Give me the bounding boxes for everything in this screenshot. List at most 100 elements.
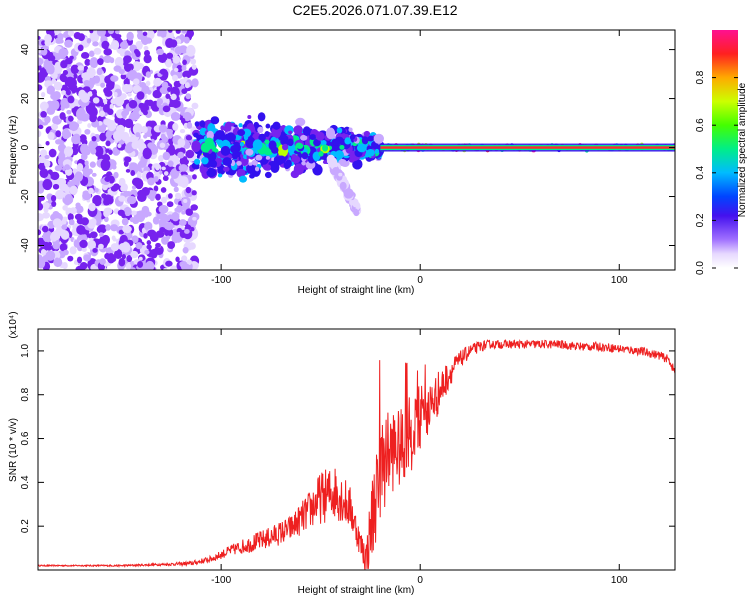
spectrogram-cell [173, 80, 180, 88]
spectrogram-cell [118, 195, 126, 202]
spectrogram-cell [105, 140, 111, 147]
spectrogram-cell [38, 35, 41, 40]
spectrogram-cell [62, 262, 68, 270]
spectrogram-cell [192, 216, 197, 221]
spectrogram-cell [166, 235, 171, 240]
spectrogram-cell [45, 250, 56, 261]
spectrogram-cell [167, 160, 174, 167]
spectrogram-cell [42, 230, 53, 243]
spectrogram-cell [54, 257, 60, 264]
spectrogram-cell [96, 67, 103, 76]
spectrogram-cell [143, 134, 148, 139]
spectrogram-cell [185, 149, 195, 159]
spectrogram-cell [110, 98, 118, 105]
spectrogram-cell [172, 55, 181, 64]
spectrogram-cell [118, 229, 125, 235]
spectrogram-cell [248, 162, 253, 166]
spectrogram-cell [190, 58, 197, 65]
spectrogram-cell [191, 190, 197, 196]
spectrogram-cell [165, 38, 175, 48]
spectrogram-cell [121, 183, 128, 192]
spectrogram-cell [42, 212, 51, 219]
spectrogram-cell [356, 143, 367, 153]
spectrogram-cell [87, 123, 92, 128]
spectrogram-cell [105, 130, 112, 139]
spectrogram-cell [301, 152, 309, 160]
spectrogram-cell [38, 149, 41, 155]
spectrogram-cell [332, 139, 341, 146]
spectrogram-cell [184, 82, 190, 89]
spectrogram-cell [285, 159, 292, 168]
spectrogram-cell [93, 75, 101, 84]
spectrogram-cell [77, 33, 85, 41]
spectrogram-cell [41, 71, 46, 76]
spectrogram-cell [137, 260, 144, 268]
spectrogram-cell [44, 159, 51, 168]
spectrogram-cell [76, 224, 86, 235]
spectrogram-cell [257, 126, 264, 134]
spectrogram-cell [265, 123, 271, 129]
spectrogram-cell [98, 243, 104, 250]
spectrogram-cell [349, 134, 356, 140]
spectrogram-cell [374, 148, 380, 154]
spectrogram-cell [111, 235, 116, 241]
spectrogram-cell [91, 172, 97, 177]
spectrogram-cell [237, 129, 246, 136]
spectrogram-cell [255, 154, 263, 161]
spectrogram-cell [181, 88, 188, 95]
spectrogram-cell [48, 60, 53, 66]
spectrogram-cell [153, 185, 159, 192]
spectrogram-cell [246, 164, 256, 175]
spectrogram-cell [67, 213, 74, 221]
spectrogram-cell [124, 143, 134, 154]
spectrogram-cell [276, 155, 287, 165]
spectrogram-cell [144, 221, 153, 231]
spectrogram-cell [83, 79, 91, 87]
snr-x-axis-label: Height of straight line (km) [298, 585, 415, 596]
spectrogram-panel: -100 0 100 -40 -20 0 20 40 Height of straight l… [8, 29, 676, 296]
spectrogram-cell [43, 206, 49, 213]
spectrogram-cell [88, 187, 94, 195]
spectrogram-cell [51, 78, 57, 85]
spectrogram-cell [80, 143, 89, 155]
spectrogram-cell [88, 202, 96, 212]
spectrogram-cell [361, 136, 369, 145]
spectrogram-cell [103, 194, 113, 205]
spectrogram-cell [92, 97, 100, 104]
spectrogram-cell [166, 52, 174, 59]
spectrogram-cell [264, 130, 270, 138]
spectrogram-cell [106, 108, 114, 116]
spectrogram-cell [151, 190, 157, 197]
spectrogram-cell [44, 154, 50, 160]
spectrogram-cell [63, 197, 72, 206]
spectrogram-cell [163, 215, 171, 222]
spectrogram-cell [113, 248, 123, 260]
spectrogram-y-tick-label: 40 [20, 44, 31, 56]
spectrogram-cell [328, 154, 334, 161]
spectrogram-cell [239, 175, 248, 183]
spectrogram-cell [96, 30, 106, 37]
spectrogram-cell [127, 92, 132, 97]
spectrogram-cell [73, 239, 81, 248]
spectrogram-cell [89, 161, 96, 168]
spectrogram-cell [69, 185, 78, 195]
spectrogram-cell [137, 30, 143, 35]
spectrogram-cell [110, 243, 120, 252]
spectrogram-cell [320, 140, 327, 146]
spectrogram-cell [167, 86, 172, 92]
spectrogram-cell [334, 150, 344, 160]
spectrogram-cell [161, 136, 169, 144]
spectrogram-cell [181, 210, 186, 215]
spectrogram-cell [86, 67, 96, 79]
spectrogram-cell [178, 219, 187, 226]
spectrogram-cell [142, 147, 152, 160]
colorbar-tick-label: 0.6 [695, 118, 706, 132]
colorbar-tick-label: 0.8 [695, 70, 706, 84]
spectrogram-cell [141, 207, 150, 216]
spectrogram-cell [39, 168, 49, 179]
spectrogram-cell [91, 135, 97, 142]
spectrogram-cell [130, 170, 136, 177]
snr-panel: -100 0 100 0.2 0.4 0.6 0.8 1.0 Height of straig… [8, 311, 676, 596]
spectrogram-cell [170, 265, 178, 270]
spectrogram-cell [174, 192, 182, 200]
